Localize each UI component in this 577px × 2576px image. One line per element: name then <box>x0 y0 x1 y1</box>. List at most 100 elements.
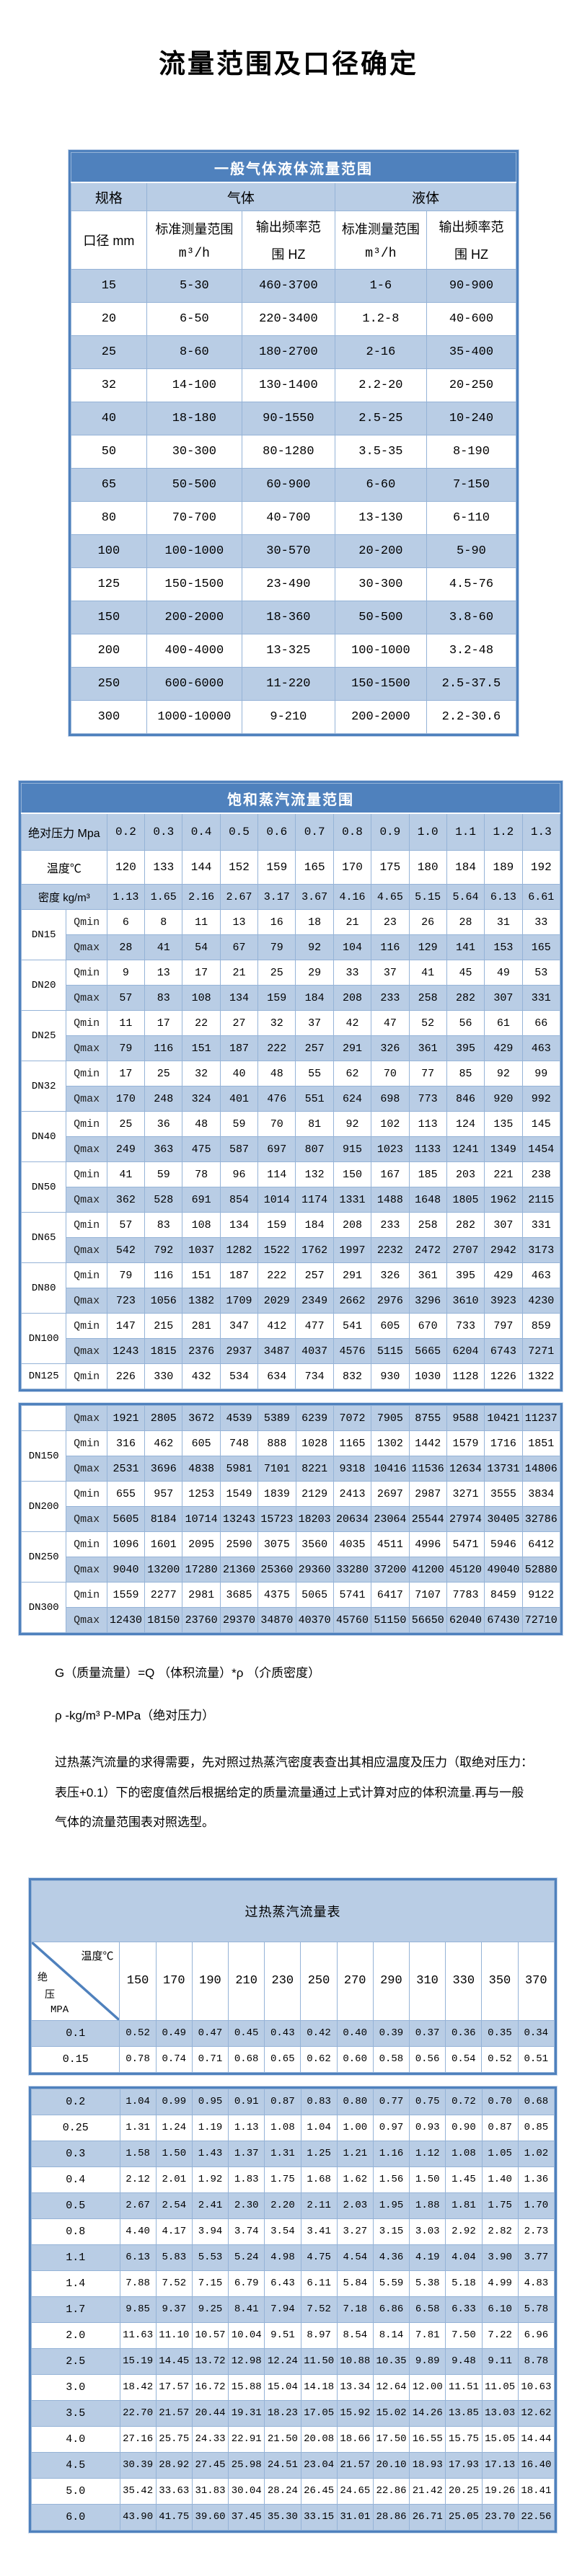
value-cell: 1716 <box>484 1430 523 1456</box>
value-cell: 185 <box>408 1161 447 1187</box>
value-cell: 30-300 <box>146 435 242 469</box>
dn-label-cell: DN300 <box>20 1582 67 1633</box>
header-value-cell: 0.9 <box>371 813 410 851</box>
value-cell: 600-6000 <box>146 667 242 701</box>
table2-title-row: 饱和蒸汽流量范围 <box>21 783 560 814</box>
value-cell: 1.75 <box>481 2192 519 2219</box>
value-cell: 40-600 <box>426 302 517 336</box>
value-cell: 476 <box>257 1086 296 1112</box>
temperature-columns-row: 温度℃ 绝 压 MPA 150 170 190 210 230 250 270 290 310 3… <box>30 1941 555 2021</box>
header-value-cell: 230 <box>264 1941 301 2021</box>
header-value-cell: 190 <box>191 1941 229 2021</box>
value-cell: 45760 <box>332 1607 372 1633</box>
value-cell: 49040 <box>484 1557 523 1583</box>
value-cell: 222 <box>257 1262 296 1288</box>
value-cell: 1601 <box>144 1531 183 1557</box>
diameter-cell: 32 <box>71 368 147 402</box>
value-cell: 1382 <box>182 1288 221 1314</box>
value-cell: 3610 <box>446 1288 485 1314</box>
value-cell: 5065 <box>295 1582 334 1608</box>
value-cell: 3834 <box>521 1481 561 1507</box>
value-cell: 551 <box>295 1086 334 1112</box>
header-value-cell: 1.3 <box>521 813 561 851</box>
value-cell: 200-2000 <box>334 700 427 734</box>
value-cell: 2590 <box>219 1531 259 1557</box>
value-cell: 0.65 <box>264 2045 301 2073</box>
general-flow-table: 一般气体液体流量范围 规格 气体 液体 口径 mm 标准测量范围 m³/h 输出… <box>71 152 517 734</box>
value-cell: 79 <box>106 1262 146 1288</box>
diameter-cell: 15 <box>71 269 147 303</box>
pressure-label-cell: 0.15 <box>30 2045 120 2073</box>
header-value-cell: 0.5 <box>219 813 259 851</box>
pressure-row: 1.4 7.88 7.52 7.15 6.79 6.43 6.11 5.84 5.59 5.38 5… <box>31 2270 555 2297</box>
value-cell: 3.03 <box>409 2218 446 2245</box>
value-cell: 1921 <box>106 1405 146 1431</box>
value-cell: 21360 <box>219 1557 259 1583</box>
value-cell: 6.96 <box>517 2322 555 2349</box>
value-cell: 1028 <box>295 1430 334 1456</box>
dn-label-cell: DN125 <box>20 1363 67 1389</box>
value-cell: 8.78 <box>517 2347 555 2375</box>
header-value-cell: 0.8 <box>332 813 372 851</box>
value-cell: 25 <box>106 1111 146 1137</box>
value-cell: 8-60 <box>146 335 242 369</box>
value-cell: 79 <box>106 1035 146 1061</box>
col-header-diameter: 口径 mm <box>71 211 147 270</box>
value-cell: 4.75 <box>300 2244 338 2271</box>
value-cell: 3.90 <box>481 2244 519 2271</box>
value-cell: 7.18 <box>336 2296 374 2323</box>
q-label-cell: Qmin <box>66 1061 107 1086</box>
table1-row: 25 8-60 180-2700 2-16 35-400 <box>71 335 517 369</box>
value-cell: 0.43 <box>264 2019 301 2047</box>
value-cell: 5946 <box>484 1531 523 1557</box>
value-cell: 32786 <box>521 1506 561 1532</box>
value-cell: 0.68 <box>517 2088 555 2115</box>
value-cell: 13731 <box>484 1456 523 1482</box>
value-cell: 17.05 <box>300 2399 338 2427</box>
value-cell: 3.27 <box>336 2218 374 2245</box>
value-cell: 208 <box>332 985 372 1011</box>
value-cell: 5389 <box>257 1405 296 1431</box>
value-cell: 39.60 <box>191 2503 229 2531</box>
header-value-cell: 0.2 <box>106 813 146 851</box>
value-cell: 13 <box>144 960 183 986</box>
value-cell: 1243 <box>106 1338 146 1364</box>
value-cell: 1488 <box>371 1187 410 1213</box>
value-cell: 4576 <box>332 1338 372 1364</box>
steam-row: DN80 Qmin 79 116 151 187 222 257 291 326 361 395 429… <box>20 1262 561 1314</box>
value-cell: 25.75 <box>155 2425 193 2453</box>
value-cell: 19.26 <box>481 2477 519 2505</box>
col-header-gas-range: 标准测量范围 m³/h <box>146 211 242 270</box>
table3-title: 过热蒸汽流量表 <box>31 1880 555 1942</box>
value-cell: 4230 <box>521 1288 561 1314</box>
value-cell: 7-150 <box>426 468 517 502</box>
value-cell: 326 <box>371 1035 410 1061</box>
value-cell: 9588 <box>446 1405 485 1431</box>
table3-title-row: 过热蒸汽流量表 <box>31 1880 555 1942</box>
value-cell: 35-400 <box>426 335 517 369</box>
value-cell: 0.85 <box>517 2114 555 2141</box>
superheated-steam-table-continued: 0.2 1.04 0.99 0.95 0.91 0.87 0.83 0.80 0.77 0.75 0… <box>31 2088 555 2531</box>
value-cell: 8.41 <box>228 2296 265 2323</box>
value-cell: 32 <box>182 1061 221 1086</box>
value-cell: 5.38 <box>409 2270 446 2297</box>
value-cell: 6.43 <box>264 2270 301 2297</box>
value-cell: 1.13 <box>228 2114 265 2141</box>
value-cell: 331 <box>521 1212 561 1238</box>
value-cell: 4.54 <box>336 2244 374 2271</box>
q-label-cell: Qmax <box>66 1035 107 1061</box>
value-cell: 54 <box>182 934 221 960</box>
value-cell: 141 <box>446 934 485 960</box>
value-cell: 4539 <box>219 1405 259 1431</box>
value-cell: 66 <box>521 1010 561 1036</box>
header-value-cell: 1.0 <box>408 813 447 851</box>
value-cell: 4838 <box>182 1456 221 1482</box>
value-cell: 9.48 <box>445 2347 483 2375</box>
value-cell: 0.35 <box>481 2019 519 2047</box>
value-cell: 23 <box>371 909 410 935</box>
value-cell: 21.57 <box>155 2399 193 2427</box>
value-cell: 27974 <box>446 1506 485 1532</box>
value-cell: 30.39 <box>119 2451 157 2479</box>
value-cell: 55 <box>295 1061 334 1086</box>
